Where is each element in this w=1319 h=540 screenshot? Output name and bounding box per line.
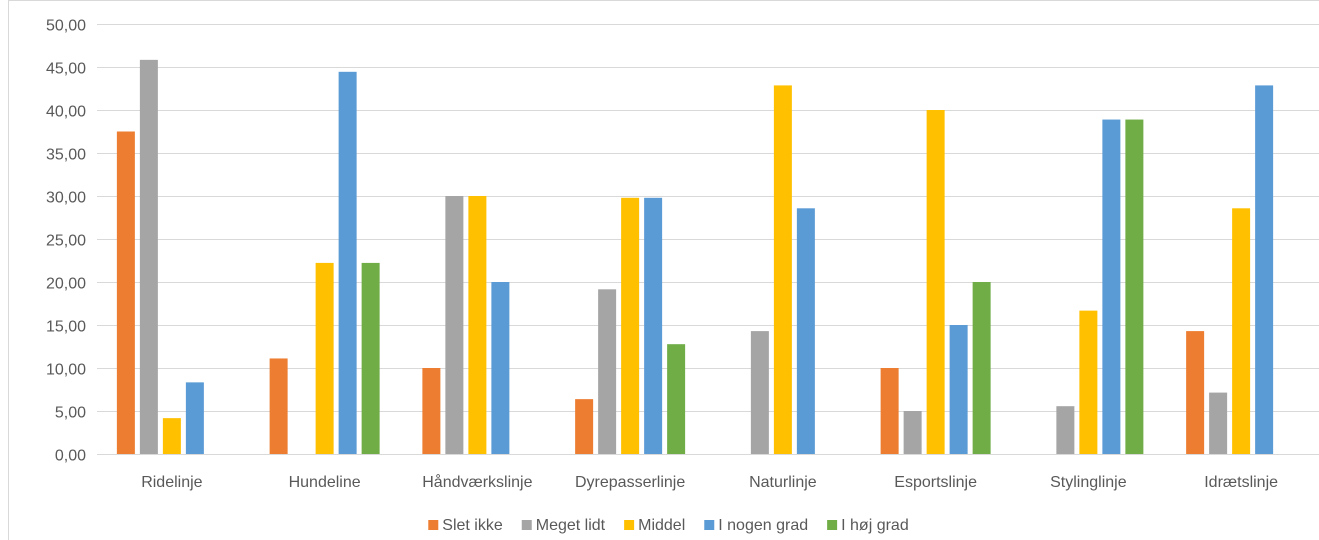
bars xyxy=(116,59,1274,455)
legend-swatch xyxy=(704,520,715,530)
bar-meget-lidt-dyrepasserlinje xyxy=(598,289,617,454)
bar-meget-lidt-ridelinje xyxy=(139,59,158,454)
x-category-label: Stylinglinje xyxy=(1050,474,1127,491)
bar-middel-dyrepasserlinje xyxy=(621,197,640,454)
x-category-label: Idrætslinje xyxy=(1204,474,1278,491)
y-tick-label: 0,00 xyxy=(55,448,86,465)
bar-middel-hundeline xyxy=(315,262,334,454)
y-tick-label: 50,00 xyxy=(46,18,86,35)
bar-i-nogen-grad-håndværkslinje xyxy=(491,282,510,454)
x-category-label: Dyrepasserlinje xyxy=(575,474,685,491)
bar-slet-ikke-esportslinje xyxy=(880,368,899,454)
x-category-label: Esportslinje xyxy=(894,474,977,491)
bar-middel-naturlinje xyxy=(773,85,792,455)
legend-item: I høj grad xyxy=(827,517,909,534)
y-tick-label: 20,00 xyxy=(46,276,86,293)
bar-i-nogen-grad-stylinglinje xyxy=(1102,119,1121,455)
legend-label: I nogen grad xyxy=(718,517,808,534)
y-tick-label: 15,00 xyxy=(46,319,86,336)
y-tick-label: 40,00 xyxy=(46,104,86,121)
bar-meget-lidt-stylinglinje xyxy=(1056,406,1075,454)
bar-i-nogen-grad-idrætslinje xyxy=(1255,85,1274,455)
bar-slet-ikke-dyrepasserlinje xyxy=(575,399,594,454)
legend-swatch xyxy=(827,520,838,530)
x-category-label: Ridelinje xyxy=(141,474,202,491)
bar-meget-lidt-håndværkslinje xyxy=(445,196,464,454)
bar-middel-stylinglinje xyxy=(1079,310,1098,454)
bar-i-nogen-grad-naturlinje xyxy=(796,208,815,454)
legend-swatch xyxy=(521,520,532,530)
bar-i-høj-grad-stylinglinje xyxy=(1125,119,1144,455)
bar-meget-lidt-esportslinje xyxy=(903,411,922,454)
y-tick-label: 35,00 xyxy=(46,147,86,164)
bar-middel-håndværkslinje xyxy=(468,196,487,454)
y-tick-label: 5,00 xyxy=(55,405,86,422)
bar-i-nogen-grad-dyrepasserlinje xyxy=(644,197,663,454)
bar-i-nogen-grad-hundeline xyxy=(338,71,357,454)
y-tick-label: 45,00 xyxy=(46,61,86,78)
legend-item: Slet ikke xyxy=(428,517,503,534)
x-category-label: Håndværkslinje xyxy=(422,473,532,491)
legend-label: I høj grad xyxy=(841,517,909,534)
y-axis-tick-labels: 0,00 5,00 10,00 15,00 20,00 25,00 30,00 35,00 40… xyxy=(46,18,86,465)
bar-middel-esportslinje xyxy=(926,110,945,454)
legend-item: I nogen grad xyxy=(704,517,808,534)
legend-item: Meget lidt xyxy=(521,517,606,534)
bar-meget-lidt-naturlinje xyxy=(750,331,769,454)
bar-slet-ikke-håndværkslinje xyxy=(422,368,441,454)
bar-i-nogen-grad-ridelinje xyxy=(185,382,204,454)
legend-swatch xyxy=(624,520,635,530)
y-tick-label: 25,00 xyxy=(46,233,86,250)
chart-border xyxy=(8,0,1319,540)
legend-item: Middel xyxy=(624,517,685,534)
bar-slet-ikke-ridelinje xyxy=(116,131,135,454)
bar-middel-idrætslinje xyxy=(1232,208,1251,454)
bar-i-høj-grad-hundeline xyxy=(361,262,380,454)
bar-i-høj-grad-esportslinje xyxy=(972,282,991,454)
bar-i-høj-grad-dyrepasserlinje xyxy=(667,344,686,454)
y-tick-label: 10,00 xyxy=(46,362,86,379)
bar-slet-ikke-hundeline xyxy=(269,358,288,454)
bar-slet-ikke-idrætslinje xyxy=(1186,331,1205,454)
bar-meget-lidt-idrætslinje xyxy=(1209,392,1228,454)
legend: Slet ikke Meget lidt Middel I nogen grad I h… xyxy=(428,517,909,534)
bar-i-nogen-grad-esportslinje xyxy=(949,325,968,454)
legend-swatch xyxy=(428,520,439,530)
x-category-label: Hundeline xyxy=(289,474,361,491)
gridlines xyxy=(97,24,1319,455)
bar-middel-ridelinje xyxy=(162,418,181,454)
x-category-label: Naturlinje xyxy=(749,474,817,491)
legend-label: Slet ikke xyxy=(442,517,503,534)
x-axis-category-labels: Ridelinje Hundeline Håndværkslinje Dyrepass… xyxy=(141,473,1278,491)
legend-label: Meget lidt xyxy=(536,517,606,534)
legend-label: Middel xyxy=(638,517,685,534)
y-tick-label: 30,00 xyxy=(46,190,86,207)
